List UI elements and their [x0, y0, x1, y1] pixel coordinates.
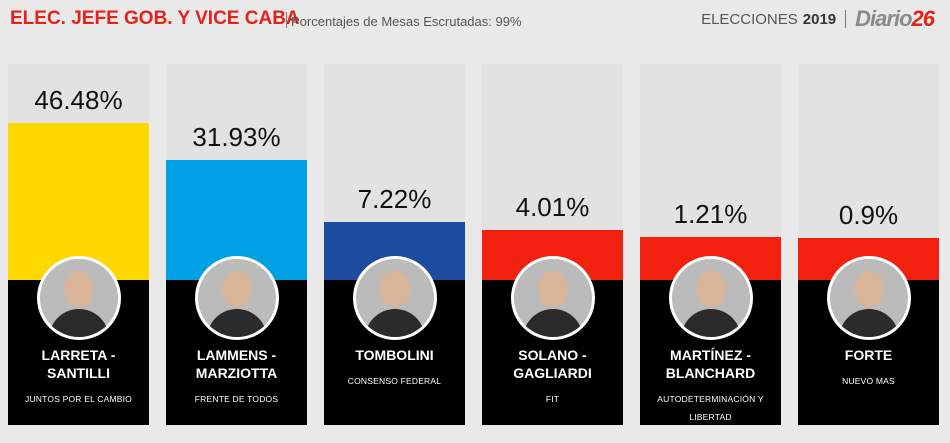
value-label: 31.93%: [192, 121, 281, 152]
brand: ELECCIONES 2019 Diario26: [701, 6, 936, 32]
party-name: JUNTOS POR EL CAMBIO: [25, 394, 132, 404]
photo-body: [681, 309, 741, 337]
photo-body: [839, 309, 899, 337]
candidate-name: LAMMENS - MARZIOTTA: [195, 347, 278, 381]
value-label: 1.21%: [673, 198, 748, 229]
photo-head: [222, 271, 252, 307]
candidate-photo: [827, 256, 911, 340]
party-name: AUTODETERMINACIÓN Y LIBERTAD: [657, 394, 764, 422]
photo-body: [207, 309, 267, 337]
party-name: NUEVO MAS: [842, 376, 895, 386]
candidate-name: SOLANO - GAGLIARDI: [513, 347, 592, 381]
photo-head: [538, 271, 568, 307]
logo-number: 26: [911, 6, 936, 31]
bar: [8, 122, 149, 280]
candidate-photo: [353, 256, 437, 340]
candidate-photo: [195, 256, 279, 340]
candidate-photo: [511, 256, 595, 340]
photo-head: [696, 271, 726, 307]
photo-head: [64, 271, 94, 307]
photo-head: [854, 271, 884, 307]
photo-body: [523, 309, 583, 337]
photo-body: [365, 309, 425, 337]
value-label: 0.9%: [838, 199, 899, 230]
value-label: 4.01%: [515, 191, 590, 222]
value-label: 46.48%: [34, 84, 123, 115]
title: ELEC. JEFE GOB. Y VICE CABA: [10, 8, 300, 29]
candidate-photo: [669, 256, 753, 340]
candidate-text: LAMMENS - MARZIOTTA FRENTE DE TODOS: [166, 346, 307, 408]
logo-text: Diario: [855, 6, 912, 31]
candidate-name: MARTÍNEZ - BLANCHARD: [665, 347, 756, 381]
value-label: 7.22%: [357, 183, 432, 214]
candidate-name: TOMBOLINI: [355, 347, 434, 363]
candidate-photo: [37, 256, 121, 340]
year: 2019: [802, 10, 837, 28]
candidate-text: TOMBOLINI CONSENSO FEDERAL: [324, 346, 465, 390]
photo-head: [380, 271, 410, 307]
candidate-name: LARRETA - SANTILLI: [41, 347, 116, 381]
party-name: FRENTE DE TODOS: [194, 394, 279, 404]
candidate-name: FORTE: [844, 347, 893, 363]
subtitle: Porcentajes de Mesas Escrutadas: 99%: [291, 14, 522, 29]
party-name: CONSENSO FEDERAL: [347, 376, 442, 386]
candidate-text: MARTÍNEZ - BLANCHARD AUTODETERMINACIÓN Y …: [640, 346, 781, 426]
candidate-text: FORTE NUEVO MAS: [798, 346, 939, 390]
candidate-text: LARRETA - SANTILLI JUNTOS POR EL CAMBIO: [8, 346, 149, 408]
candidate-text: SOLANO - GAGLIARDI FIT: [482, 346, 623, 408]
elecciones: ELECCIONES: [701, 10, 798, 28]
logo: Diario26: [855, 6, 936, 32]
photo-body: [49, 309, 109, 337]
separator: [845, 10, 847, 28]
party-name: FIT: [545, 394, 560, 404]
separator: [286, 12, 287, 28]
